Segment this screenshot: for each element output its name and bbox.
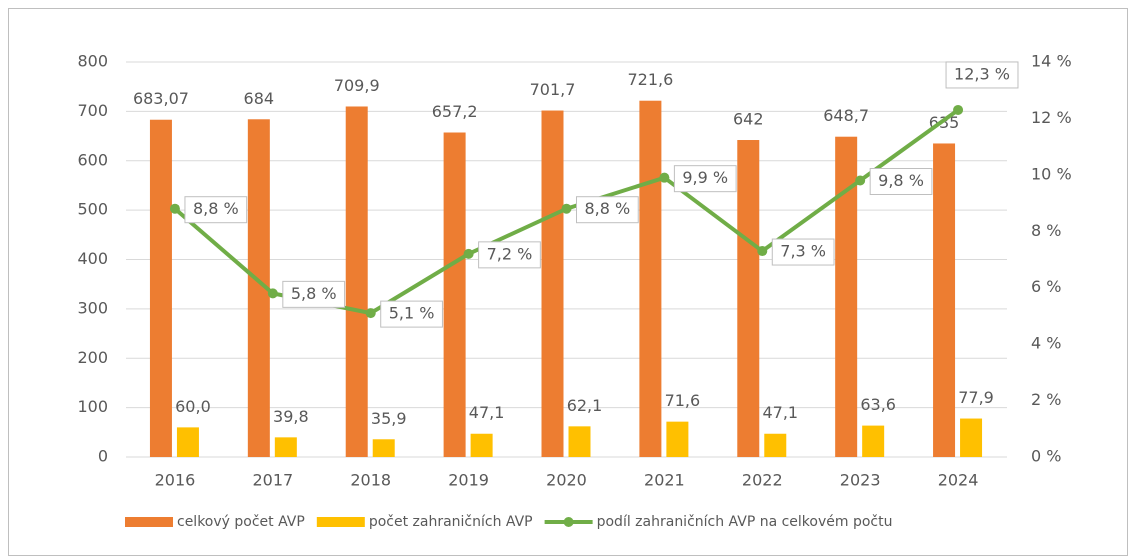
bar-value-label: 709,9	[334, 76, 380, 95]
legend-swatch-point	[563, 517, 574, 527]
bar	[149, 119, 172, 457]
x-tick-label: 2017	[252, 471, 293, 490]
bar	[862, 425, 885, 457]
y-tick-label: 600	[77, 150, 108, 169]
y-tick-label: 400	[77, 249, 108, 268]
x-tick-label: 2020	[546, 471, 587, 490]
bar	[247, 119, 270, 458]
line-value-label: 9,8 %	[878, 171, 924, 190]
line-point	[365, 308, 376, 319]
line-value-label: 5,8 %	[291, 284, 337, 303]
x-tick-label: 2022	[742, 471, 783, 490]
line-point	[659, 172, 670, 183]
y-tick-label: 0	[98, 447, 108, 466]
bar-value-label: 62,1	[567, 396, 603, 415]
y2-tick-label: 0 %	[1031, 447, 1061, 466]
bar-value-label: 39,8	[273, 407, 309, 426]
bar	[274, 437, 297, 457]
label-box	[869, 168, 933, 195]
line-value-label: 5,1 %	[389, 304, 435, 323]
bar-value-label: 721,6	[627, 70, 673, 89]
x-tick-label: 2024	[938, 471, 979, 490]
y-tick-label: 300	[77, 298, 108, 317]
label-box	[771, 238, 835, 266]
bar-value-label: 642	[733, 110, 764, 129]
y2-tick-label: 14 %	[1031, 52, 1072, 71]
y2-tick-label: 2 %	[1031, 390, 1061, 409]
bar	[541, 110, 564, 458]
bar	[345, 106, 368, 457]
y-tick-label: 700	[77, 101, 108, 120]
bar	[960, 418, 983, 457]
y2-tick-label: 4 %	[1031, 334, 1061, 353]
line-value-label: 7,3 %	[780, 242, 826, 261]
line-point	[953, 104, 964, 115]
line-point	[757, 246, 768, 257]
bar-value-label: 47,1	[762, 403, 798, 422]
label-box	[478, 241, 541, 269]
y2-tick-label: 8 %	[1031, 221, 1061, 240]
bar	[933, 143, 956, 457]
bar-value-label: 701,7	[530, 80, 576, 99]
bar-value-label: 684	[244, 89, 275, 108]
line-point	[855, 175, 866, 186]
legend-label: podíl zahraničních AVP na celkovém počtu	[597, 514, 893, 530]
line-value-label: 8,8 %	[193, 199, 239, 218]
label-box	[380, 300, 443, 328]
y-tick-label: 100	[77, 397, 108, 416]
bar	[737, 140, 760, 457]
legend-label: celkový počet AVP	[177, 514, 305, 530]
x-tick-label: 2019	[448, 471, 489, 490]
line-point	[169, 203, 180, 214]
y2-tick-label: 10 %	[1031, 164, 1072, 183]
line-value-label: 7,2 %	[487, 244, 533, 263]
line-value-label: 8,8 %	[585, 199, 631, 218]
bar	[443, 132, 466, 457]
y-tick-label: 800	[77, 52, 108, 71]
bar	[764, 433, 787, 457]
y2-tick-label: 6 %	[1031, 277, 1061, 296]
bar	[372, 439, 395, 457]
bar-value-label: 657,2	[432, 102, 478, 121]
label-box	[576, 196, 639, 224]
bar	[835, 136, 858, 457]
x-tick-label: 2016	[155, 471, 196, 490]
bar-value-label: 35,9	[371, 409, 407, 428]
line-value-label: 9,9 %	[682, 168, 728, 187]
bar	[568, 426, 591, 457]
x-tick-label: 2023	[840, 471, 881, 490]
bar-value-label: 648,7	[823, 106, 869, 125]
bar-value-label: 77,9	[958, 388, 994, 407]
bar-value-label: 71,6	[665, 391, 701, 410]
bar	[470, 433, 493, 457]
bar-value-label: 683,07	[133, 89, 189, 108]
bar-value-label: 60,0	[175, 397, 211, 416]
y2-tick-label: 12 %	[1031, 108, 1072, 127]
x-tick-label: 2021	[644, 471, 685, 490]
legend-swatch	[125, 517, 173, 527]
line-value-label: 12,3 %	[954, 64, 1010, 83]
label-box	[945, 61, 1019, 89]
bar-value-label: 47,1	[469, 403, 505, 422]
bar-value-label: 63,6	[860, 395, 896, 414]
legend-swatch	[316, 517, 365, 527]
bar	[639, 100, 662, 458]
bar	[176, 427, 199, 457]
y-tick-label: 200	[77, 348, 108, 367]
legend-label: počet zahraničních AVP	[369, 514, 533, 530]
y-tick-label: 500	[77, 200, 108, 219]
line-point	[463, 248, 474, 259]
x-tick-label: 2018	[350, 471, 391, 490]
label-box	[184, 196, 248, 224]
line-point	[561, 203, 572, 214]
line-point	[267, 288, 278, 299]
bar	[666, 421, 689, 457]
label-box	[673, 165, 737, 193]
label-box	[282, 280, 346, 308]
